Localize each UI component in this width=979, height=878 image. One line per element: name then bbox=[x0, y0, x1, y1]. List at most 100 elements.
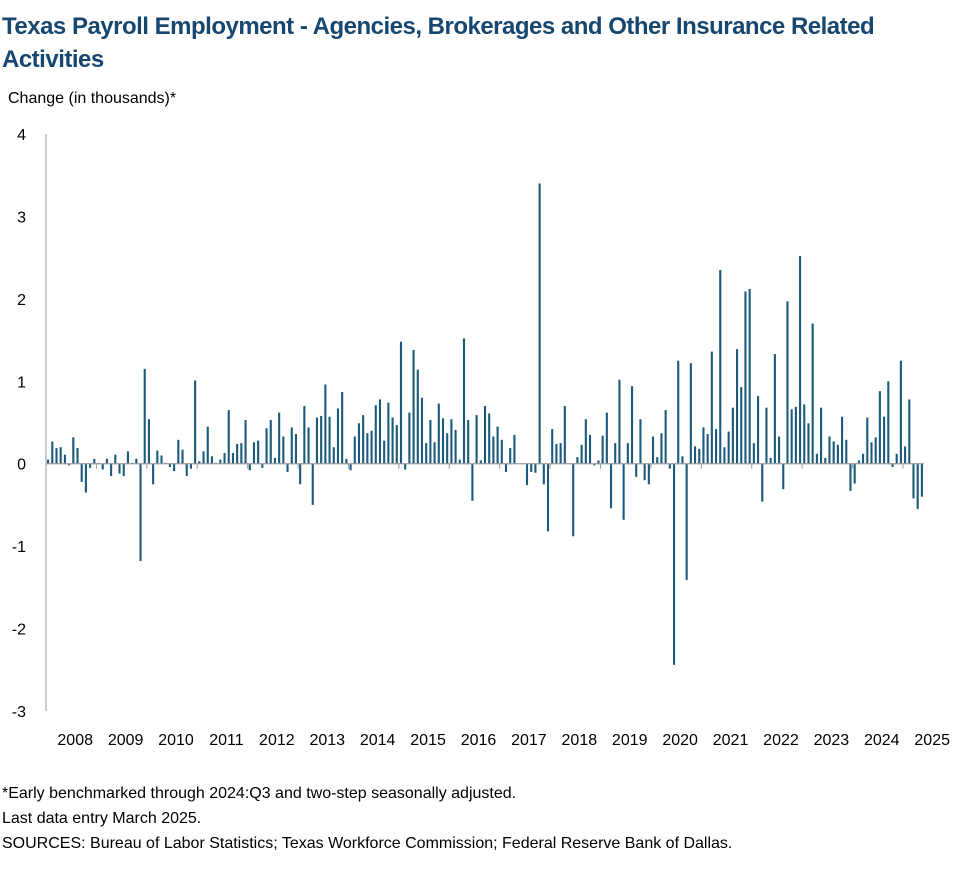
bar bbox=[849, 463, 852, 491]
x-tick-label: 2018 bbox=[562, 732, 598, 749]
x-tick-label: 2008 bbox=[57, 732, 93, 749]
bar bbox=[483, 406, 487, 464]
bar bbox=[181, 449, 184, 464]
bar bbox=[773, 354, 776, 464]
bar bbox=[261, 463, 264, 468]
bar bbox=[887, 381, 890, 464]
bar bbox=[219, 459, 222, 464]
bar bbox=[189, 463, 192, 469]
bar bbox=[769, 457, 772, 464]
bar bbox=[341, 392, 344, 464]
bar bbox=[471, 463, 474, 501]
bars bbox=[47, 183, 923, 665]
bar bbox=[836, 444, 839, 464]
bar bbox=[513, 434, 516, 464]
bar bbox=[899, 360, 902, 464]
bar bbox=[845, 439, 848, 464]
bar bbox=[290, 427, 293, 464]
bar bbox=[349, 463, 352, 471]
bar bbox=[584, 419, 587, 464]
bar bbox=[538, 183, 541, 464]
bar bbox=[752, 443, 755, 464]
bar bbox=[299, 463, 302, 485]
bar bbox=[412, 349, 415, 464]
bar bbox=[685, 463, 688, 580]
bar bbox=[433, 442, 436, 464]
bar bbox=[630, 386, 634, 464]
y-tick-label: -1 bbox=[12, 539, 26, 556]
bar bbox=[55, 448, 58, 464]
bar bbox=[488, 413, 491, 464]
bar bbox=[366, 433, 369, 464]
bar bbox=[269, 420, 272, 464]
bar bbox=[240, 443, 243, 464]
bar bbox=[534, 463, 537, 473]
bar bbox=[467, 420, 470, 464]
bar bbox=[223, 453, 226, 464]
footnote-last-entry: Last data entry March 2025. bbox=[2, 810, 202, 827]
y-tick-label: 4 bbox=[17, 127, 26, 144]
bar bbox=[441, 418, 445, 464]
bar bbox=[862, 453, 865, 464]
bar bbox=[135, 458, 138, 464]
bar bbox=[794, 406, 797, 464]
bar bbox=[122, 463, 125, 477]
bar bbox=[391, 417, 394, 464]
bar bbox=[475, 415, 478, 464]
bar bbox=[139, 463, 142, 561]
bar bbox=[790, 409, 793, 464]
bar bbox=[525, 463, 529, 486]
bar bbox=[51, 441, 54, 464]
bar bbox=[815, 453, 818, 464]
bar bbox=[626, 443, 629, 464]
bar bbox=[303, 406, 306, 464]
bar bbox=[904, 446, 907, 464]
y-tick-label: 1 bbox=[17, 374, 26, 391]
bar bbox=[807, 423, 810, 464]
bar bbox=[93, 458, 96, 464]
bar bbox=[622, 463, 625, 520]
bar bbox=[84, 463, 87, 493]
bar bbox=[63, 454, 66, 464]
bar bbox=[744, 291, 747, 464]
bar bbox=[362, 415, 365, 464]
bar bbox=[105, 458, 108, 464]
bar bbox=[416, 369, 419, 464]
bar bbox=[853, 463, 856, 484]
bar bbox=[656, 457, 659, 464]
bar bbox=[152, 463, 155, 485]
bar bbox=[878, 391, 881, 464]
y-tick-label: 0 bbox=[17, 457, 26, 474]
bar bbox=[689, 363, 692, 464]
bar bbox=[236, 443, 239, 464]
bar bbox=[706, 434, 709, 464]
bar bbox=[282, 436, 285, 464]
bar bbox=[719, 270, 722, 464]
bar bbox=[370, 430, 373, 464]
bar bbox=[320, 415, 323, 464]
bar bbox=[72, 437, 75, 464]
x-tick-label: 2024 bbox=[864, 732, 900, 749]
bar bbox=[227, 410, 230, 464]
bar bbox=[651, 436, 655, 464]
bar bbox=[168, 463, 171, 468]
bar bbox=[874, 437, 877, 464]
bar bbox=[723, 447, 726, 464]
bar-chart: 4 3 2 1 0 -1 -2 -3 2008 2009 2010 2011 2012 2013 2014… bbox=[12, 127, 950, 749]
bar bbox=[639, 419, 642, 464]
bar bbox=[677, 360, 680, 464]
bar bbox=[786, 301, 789, 464]
bar bbox=[736, 349, 739, 464]
x-tick-label: 2010 bbox=[158, 732, 194, 749]
bar bbox=[156, 450, 159, 464]
bar bbox=[437, 403, 440, 464]
bar bbox=[265, 428, 268, 464]
bar bbox=[811, 323, 814, 464]
x-tick-label: 2022 bbox=[763, 732, 799, 749]
bar bbox=[727, 431, 730, 464]
bar bbox=[660, 433, 663, 464]
bar bbox=[68, 463, 71, 466]
bar bbox=[643, 463, 646, 481]
bar bbox=[504, 463, 508, 472]
bar bbox=[647, 463, 650, 485]
